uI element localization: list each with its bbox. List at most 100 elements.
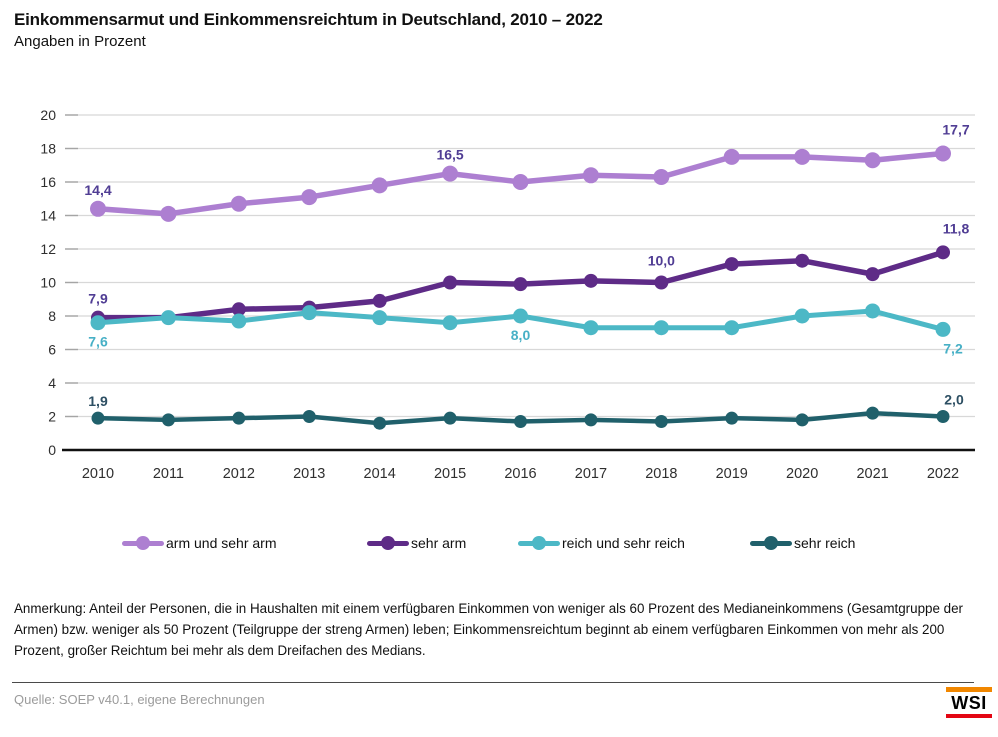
value-label: 7,2: [943, 340, 963, 356]
x-axis-label: 2015: [434, 466, 466, 482]
x-axis-label: 2010: [82, 466, 114, 482]
x-axis-label: 2018: [645, 466, 677, 482]
data-point: [514, 415, 528, 429]
data-point: [794, 148, 811, 165]
x-axis-label: 2013: [293, 466, 325, 482]
value-label: 7,6: [88, 334, 108, 350]
y-axis-label: 14: [40, 208, 56, 224]
legend-label: sehr arm: [411, 535, 467, 551]
data-point: [864, 152, 881, 169]
legend-marker-dot: [764, 536, 778, 550]
y-axis-label: 20: [40, 107, 56, 123]
data-point: [654, 275, 669, 290]
data-point: [372, 293, 387, 308]
x-axis-label: 2021: [856, 466, 888, 482]
legend-marker-line: [367, 536, 409, 550]
value-label: 17,7: [942, 122, 969, 138]
value-label: 2,0: [944, 392, 964, 408]
data-point: [160, 310, 176, 326]
y-axis-label: 16: [40, 174, 56, 190]
data-point: [442, 165, 459, 182]
legend-item-sehr-arm: sehr arm: [367, 531, 466, 555]
data-point: [795, 413, 809, 427]
logo-top-bar: [946, 687, 992, 692]
x-axis-label: 2016: [504, 466, 536, 482]
data-point: [161, 413, 175, 427]
y-axis-label: 4: [48, 375, 56, 391]
data-point: [795, 253, 810, 268]
value-label: 10,0: [648, 253, 675, 269]
value-label: 1,9: [88, 393, 108, 409]
legend-marker-dot: [136, 536, 150, 550]
source-text: Quelle: SOEP v40.1, eigene Berechnungen: [14, 692, 265, 707]
data-point: [936, 410, 950, 423]
data-point: [513, 277, 528, 292]
data-point: [301, 305, 317, 321]
data-point: [935, 145, 952, 162]
data-point: [584, 413, 598, 427]
data-point: [302, 410, 316, 423]
y-axis-label: 18: [40, 141, 56, 157]
legend-item-sehr-reich: sehr reich: [750, 531, 855, 555]
footnote: Anmerkung: Anteil der Personen, die in H…: [14, 601, 964, 658]
data-point: [583, 273, 598, 288]
x-axis-label: 2011: [153, 466, 184, 482]
x-axis-label: 2014: [364, 466, 396, 482]
data-point: [442, 315, 458, 331]
data-point: [724, 320, 740, 336]
x-axis-label: 2017: [575, 466, 607, 482]
data-point: [231, 313, 247, 329]
data-point: [373, 416, 387, 430]
data-point: [583, 320, 599, 336]
y-axis-label: 6: [48, 342, 56, 358]
legend-marker-line: [750, 536, 792, 550]
data-point: [443, 275, 458, 290]
legend-marker-line: [122, 536, 164, 550]
x-axis-label: 2019: [716, 466, 748, 482]
data-point: [725, 411, 739, 425]
legend-item-reich-und-sehr-reich: reich und sehr reich: [518, 531, 685, 555]
chart-legend: arm und sehr arm sehr arm reich und sehr…: [0, 531, 998, 555]
legend-label: sehr reich: [794, 535, 856, 551]
data-point: [90, 315, 106, 331]
y-axis-label: 12: [40, 241, 56, 257]
data-point: [443, 411, 457, 425]
legend-marker-dot: [532, 536, 546, 550]
legend-marker-dot: [381, 536, 395, 550]
data-point: [232, 411, 246, 425]
y-axis-label: 10: [40, 275, 56, 291]
x-axis-label: 2012: [223, 466, 255, 482]
data-point: [936, 245, 951, 260]
chart-title: Einkommensarmut und Einkommensreichtum i…: [14, 10, 603, 29]
legend-item-arm-und-sehr-arm: arm und sehr arm: [122, 531, 276, 555]
data-point: [865, 303, 881, 319]
value-label: 16,5: [436, 147, 463, 163]
logo-bottom-bar: [946, 714, 992, 718]
data-point: [90, 200, 106, 217]
y-axis-label: 2: [48, 409, 56, 425]
value-label: 14,4: [84, 182, 111, 198]
data-point: [91, 411, 105, 425]
legend-label: reich und sehr reich: [562, 535, 685, 551]
data-point: [654, 415, 668, 429]
x-axis-label: 2020: [786, 466, 818, 482]
logo-text: WSI: [951, 693, 987, 713]
line-chart: 0 2 4 6 8 10 12 14 16 18 20 2010 2011 2012 2013 2014 201…: [40, 107, 975, 482]
value-label: 11,8: [943, 220, 970, 236]
data-point: [794, 308, 810, 324]
data-point: [513, 308, 529, 324]
data-point: [653, 320, 669, 336]
data-point: [160, 205, 177, 222]
chart-subtitle: Angaben in Prozent: [14, 33, 146, 50]
data-point: [371, 177, 388, 194]
y-axis-label: 8: [48, 308, 56, 324]
data-point: [935, 321, 951, 337]
data-point: [723, 148, 740, 165]
data-point: [866, 406, 880, 420]
data-point: [582, 167, 599, 184]
legend-marker-line: [518, 536, 560, 550]
x-axis-label: 2022: [927, 466, 959, 482]
data-point: [230, 195, 247, 212]
value-label: 8,0: [511, 327, 531, 343]
data-point: [653, 168, 670, 185]
